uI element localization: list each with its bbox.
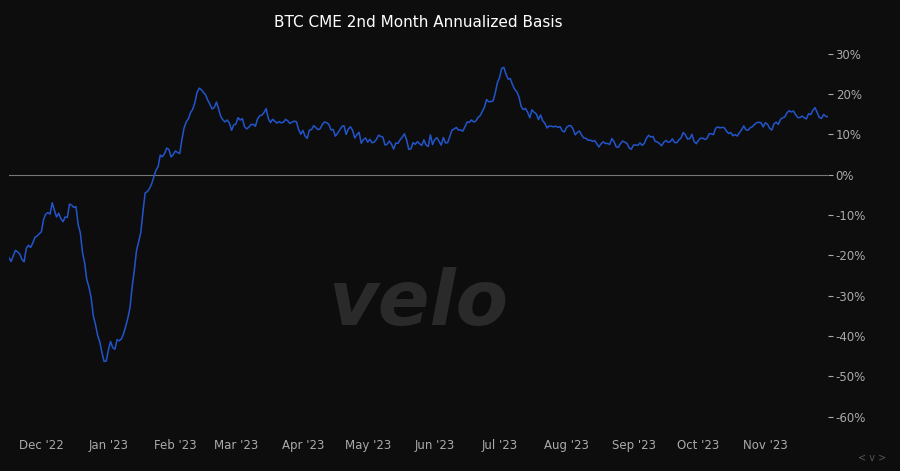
Text: < v >: < v > <box>859 453 886 463</box>
Title: BTC CME 2nd Month Annualized Basis: BTC CME 2nd Month Annualized Basis <box>274 15 562 30</box>
Text: velo: velo <box>328 267 508 341</box>
